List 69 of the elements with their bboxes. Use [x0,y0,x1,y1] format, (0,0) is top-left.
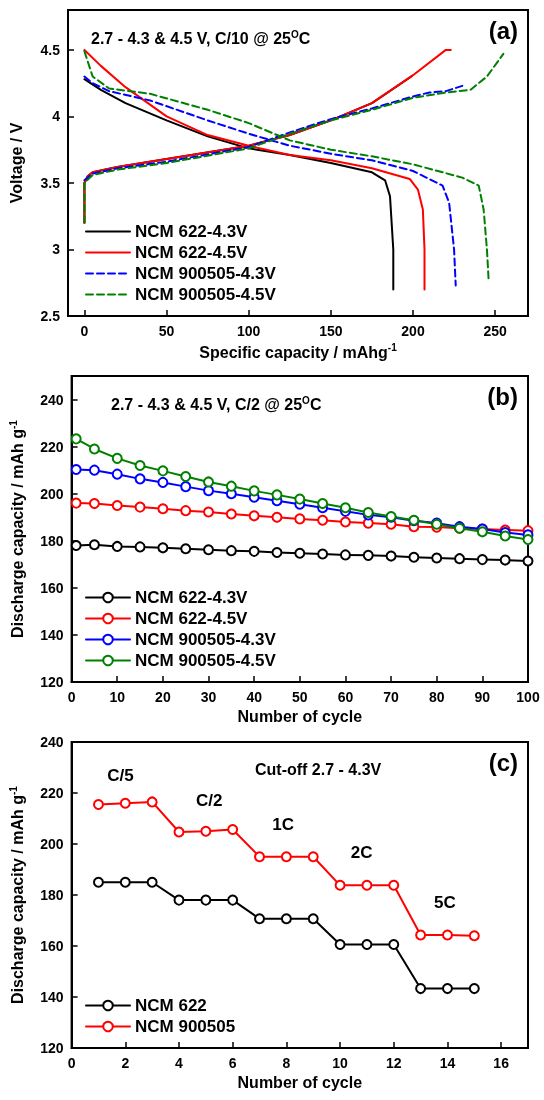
x-axis-title: Number of cycle [237,708,363,726]
y-tick-label: 120 [40,1040,64,1056]
x-tick-label: 50 [158,323,175,339]
x-tick-label: 100 [237,323,261,339]
legend-label: NCM 622-4.5V [135,243,249,262]
x-tick-label: 4 [175,1055,184,1071]
x-tick-label: 10 [109,689,126,705]
legend-label: NCM 900505 [135,1017,236,1036]
x-tick-label: 14 [439,1055,456,1071]
x-tick-label: 12 [385,1055,402,1071]
x-tick-label: 8 [282,1055,291,1071]
x-tick-label: 30 [200,689,217,705]
annotation: C/2 [195,790,223,810]
annotation: 2C [350,842,373,862]
y-tick-label: 140 [40,626,64,643]
y-tick-label: 120 [40,674,64,690]
x-tick-label: 16 [493,1055,510,1071]
x-tick-label: 70 [383,689,400,705]
x-tick-label: 0 [67,1055,76,1071]
legend-label: NCM 622-4.3V [135,222,249,241]
y-tick-label: 200 [40,836,64,852]
x-tick-label: 10 [332,1055,349,1071]
x-tick-label: 80 [428,689,445,705]
y-tick-label: 220 [40,438,64,455]
y-tick-label: 180 [40,532,64,549]
x-tick-label: 200 [401,323,425,339]
legend-label: NCM 900505-4.5V [135,651,277,670]
x-tick-label: 20 [155,689,171,705]
annotation: (b) [487,382,519,410]
annotation: (c) [488,748,519,776]
x-tick-label: 150 [319,323,343,339]
x-tick-label: 2 [121,1055,130,1071]
legend-label: NCM 622-4.3V [135,588,249,607]
y-axis-title: Voltage / V [7,122,25,204]
y-tick-label: 240 [40,391,64,408]
y-axis-title: Discharge capacity / mAh g-1 [7,419,27,638]
x-tick-label: 0 [67,689,76,705]
legend-label: NCM 622-4.5V [135,609,249,628]
x-axis-title: Number of cycle [237,1074,363,1092]
y-tick-label: 220 [40,785,64,801]
x-tick-label: 40 [246,689,263,705]
y-tick-label: 3 [52,241,61,258]
y-tick-label: 160 [40,938,64,954]
annotation: (a) [488,16,519,44]
annotation: 1C [272,815,295,835]
x-tick-label: 0 [80,323,89,339]
x-tick-label: 50 [292,689,308,705]
y-axis-title: Discharge capacity / mAh g-1 [7,785,27,1004]
x-tick-label: 6 [228,1055,237,1071]
y-tick-label: 200 [40,485,64,502]
legend-label: NCM 622 [135,996,207,1015]
x-tick-label: 100 [516,689,540,705]
text: Cut-off 2.7 - 4.3V [255,760,382,778]
y-tick-label: 240 [40,734,64,750]
x-tick-label: 60 [337,689,354,705]
annotation: 5C [433,893,456,913]
x-tick-label: 90 [474,689,491,705]
legend-label: NCM 900505-4.3V [135,630,277,649]
y-tick-label: 4.5 [40,41,61,58]
y-tick-label: 180 [40,887,64,903]
y-tick-label: 4 [52,108,61,125]
legend-label: NCM 900505-4.5V [135,285,277,304]
legend-label: NCM 900505-4.3V [135,264,277,283]
y-tick-label: 140 [40,989,64,1005]
y-tick-label: 3.5 [40,174,61,191]
y-tick-label: 2.5 [40,308,61,324]
x-tick-label: 250 [483,323,508,339]
annotation: C/5 [107,766,134,786]
y-tick-label: 160 [40,579,64,596]
